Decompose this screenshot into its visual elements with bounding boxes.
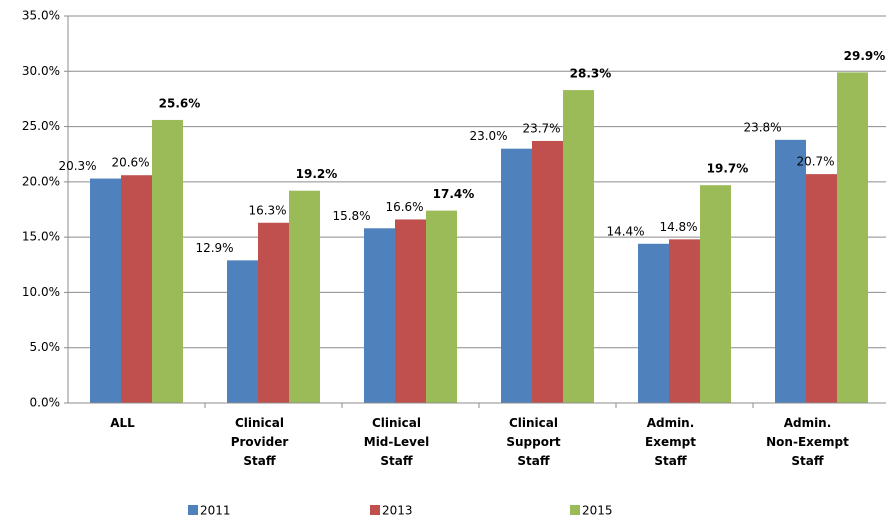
- y-tick-label: 35.0%: [22, 9, 60, 23]
- value-label: 19.2%: [296, 167, 338, 181]
- value-label: 28.3%: [570, 67, 612, 81]
- legend-swatch: [570, 505, 580, 515]
- value-label: 25.6%: [159, 96, 201, 110]
- value-label: 17.4%: [433, 187, 475, 201]
- bar: [364, 228, 395, 403]
- bar: [121, 175, 152, 403]
- y-tick-label: 5.0%: [30, 340, 61, 354]
- value-label: 20.3%: [58, 159, 96, 173]
- x-tick-label: Clinical Provider Staff: [231, 416, 289, 468]
- y-tick-label: 25.0%: [22, 119, 60, 133]
- y-tick-label: 10.0%: [22, 285, 60, 299]
- bar: [227, 260, 258, 403]
- value-label: 29.9%: [844, 49, 886, 63]
- bar: [258, 222, 289, 403]
- x-tick-label: Clinical Mid-Level Staff: [364, 416, 429, 468]
- value-label: 23.0%: [469, 129, 507, 143]
- value-label: 23.8%: [743, 120, 781, 134]
- bar: [638, 243, 669, 403]
- y-tick-label: 0.0%: [30, 396, 61, 410]
- bar: [90, 178, 121, 403]
- value-label: 20.7%: [796, 155, 834, 169]
- value-label: 14.8%: [659, 220, 697, 234]
- y-tick-label: 30.0%: [22, 64, 60, 78]
- bar: [806, 174, 837, 403]
- value-label: 15.8%: [332, 209, 370, 223]
- bar: [837, 72, 868, 404]
- bar: [395, 219, 426, 403]
- value-label: 20.6%: [111, 156, 149, 170]
- bar: [532, 140, 563, 403]
- legend-label: 2013: [382, 504, 413, 518]
- x-tick-label: Admin. Non-Exempt Staff: [766, 416, 849, 468]
- legend-swatch: [188, 505, 198, 515]
- bar: [775, 139, 806, 403]
- value-label: 12.9%: [195, 241, 233, 255]
- bar: [669, 239, 700, 403]
- legend-swatch: [370, 505, 380, 515]
- y-tick-label: 20.0%: [22, 174, 60, 188]
- value-label: 16.3%: [248, 203, 286, 217]
- value-label: 23.7%: [522, 121, 560, 135]
- x-tick-label: Admin. Exempt Staff: [645, 416, 696, 468]
- bar: [563, 90, 594, 403]
- legend-label: 2011: [200, 504, 231, 518]
- bar: [152, 119, 183, 404]
- legend-label: 2015: [582, 504, 613, 518]
- bar: [289, 190, 320, 403]
- bar: [501, 148, 532, 403]
- x-tick-label: Clinical Support Staff: [506, 416, 561, 468]
- value-label: 14.4%: [606, 224, 644, 238]
- x-tick-label: ALL: [110, 416, 135, 430]
- value-label: 16.6%: [385, 200, 423, 214]
- value-label: 19.7%: [707, 162, 749, 176]
- y-tick-label: 15.0%: [22, 230, 60, 244]
- bar: [426, 210, 457, 403]
- bar: [700, 185, 731, 403]
